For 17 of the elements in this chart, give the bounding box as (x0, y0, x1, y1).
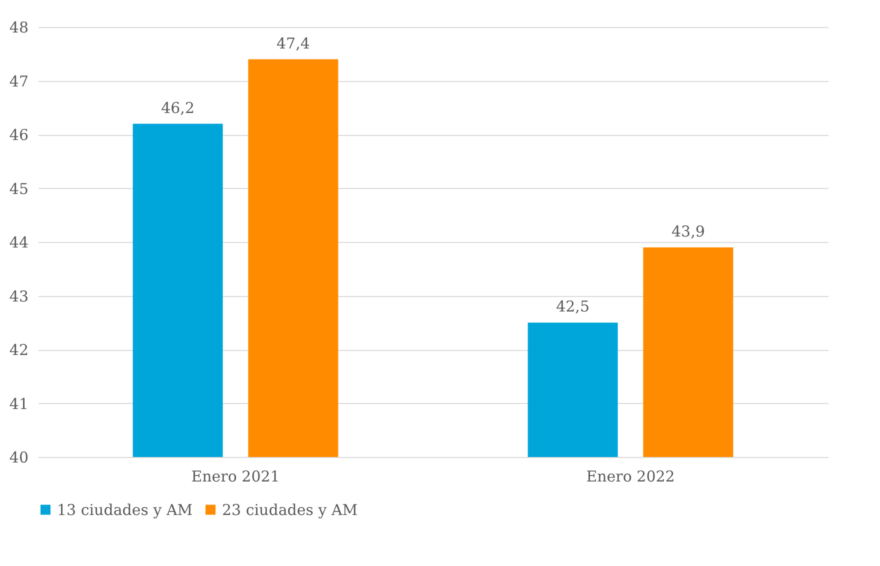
legend-label: 23 ciudades y AM (222, 500, 358, 519)
y-tick-label: 43 (9, 287, 28, 306)
data-label: 42,5 (556, 298, 590, 316)
y-tick-label: 42 (9, 341, 28, 359)
x-tick-label: Enero 2022 (586, 468, 675, 486)
y-tick-label: 41 (9, 394, 28, 413)
y-tick-label: 48 (9, 18, 28, 36)
y-tick-label: 45 (9, 180, 28, 198)
y-tick-label: 44 (9, 234, 28, 252)
x-tick-label: Enero 2021 (191, 468, 280, 486)
y-tick-label: 40 (9, 448, 28, 466)
data-label: 47,4 (276, 34, 310, 52)
data-label: 46,2 (161, 98, 195, 117)
y-tick-label: 47 (9, 72, 28, 90)
data-label: 43,9 (671, 222, 705, 240)
legend-label: 13 ciudades y AM (57, 500, 193, 519)
y-tick-label: 46 (9, 126, 28, 144)
